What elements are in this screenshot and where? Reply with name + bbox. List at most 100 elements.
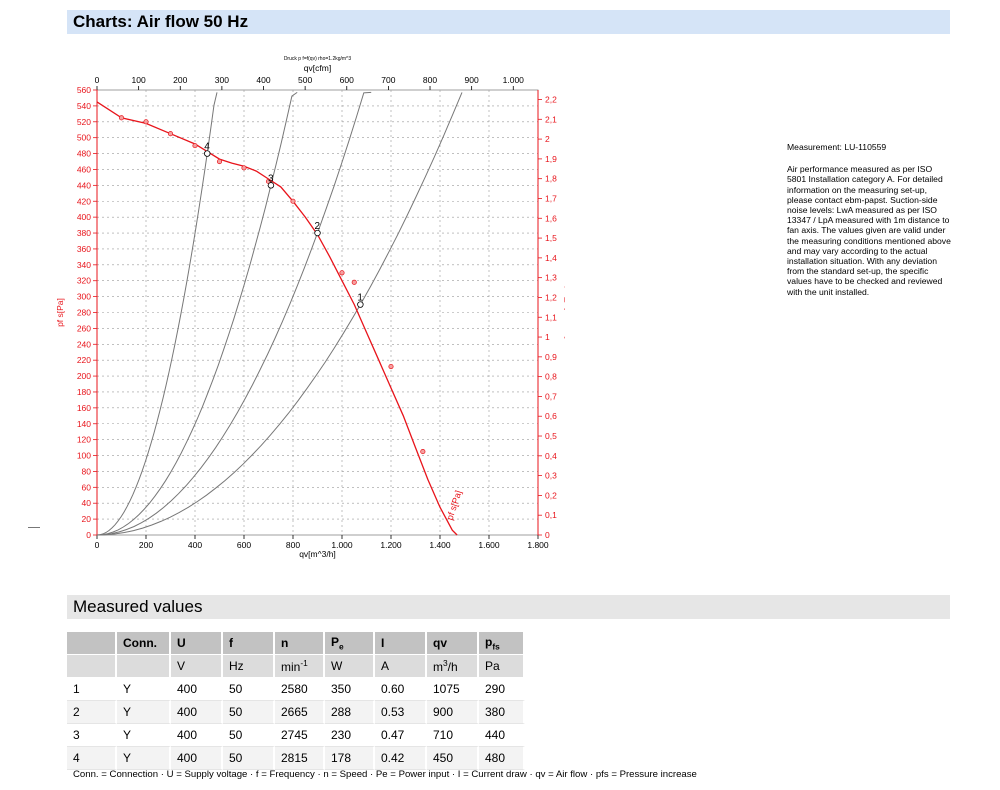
- y-tick-label: 420: [77, 196, 91, 206]
- cell: Y: [117, 724, 171, 747]
- page-title: Charts: Air flow 50 Hz: [67, 10, 950, 34]
- table-unit-row: V Hz min-1 W A m3/h Pa: [67, 655, 525, 678]
- unit-cell: V: [171, 655, 223, 678]
- cell: 2745: [275, 724, 325, 747]
- unit-cell: Hz: [223, 655, 275, 678]
- cell: 480: [479, 747, 525, 770]
- y-tick-label: 80: [82, 466, 92, 476]
- cell: 50: [223, 747, 275, 770]
- y2-tick-label: 1,7: [545, 193, 557, 203]
- header-cell: U: [171, 632, 223, 655]
- table-row: 3 Y 400 50 2745 230 0.47 710 440: [67, 724, 525, 747]
- operating-point: [267, 182, 275, 189]
- operating-point: [204, 150, 211, 157]
- x2-tick-label: 1.000: [503, 75, 525, 85]
- header-cell: Conn.: [117, 632, 171, 655]
- y2-tick-label: 0,2: [545, 490, 557, 500]
- y-tick-label: 140: [77, 419, 91, 429]
- table-legend: Conn. = Connection · U = Supply voltage …: [73, 769, 697, 780]
- x-tick-label: 0: [95, 540, 100, 550]
- y-tick-label: 380: [77, 228, 91, 238]
- measurement-id: Measurement: LU-110559: [787, 142, 887, 152]
- y-tick-label: 400: [77, 212, 91, 222]
- y2-tick-label: 1,8: [545, 174, 557, 184]
- y-tick-label: 20: [82, 514, 92, 524]
- measured-values-title: Measured values: [67, 595, 950, 619]
- cell: 1: [67, 678, 117, 701]
- cell: 400: [171, 747, 223, 770]
- cell: 1075: [427, 678, 479, 701]
- y-axis-label: pf s[Pa]: [55, 298, 65, 327]
- y2-tick-label: 0,4: [545, 451, 557, 461]
- unit-cell: m3/h: [427, 655, 479, 678]
- x-tick-label: 1.800: [527, 540, 549, 550]
- operating-point: [357, 301, 364, 308]
- x2-tick-label: 900: [465, 75, 479, 85]
- sample-point: [143, 119, 149, 125]
- sample-point: [351, 279, 357, 285]
- header-cell: n: [275, 632, 325, 655]
- sample-point: [216, 158, 223, 165]
- cell: 2: [67, 701, 117, 724]
- y2-tick-label: 2: [545, 134, 550, 144]
- cell: 0.47: [375, 724, 427, 747]
- unit-cell: Pa: [479, 655, 525, 678]
- operating-point: [314, 229, 321, 237]
- cell: 900: [427, 701, 479, 724]
- y-tick-label: 120: [77, 435, 91, 445]
- y-tick-label: 240: [77, 339, 91, 349]
- operating-point-label: 2: [315, 221, 321, 232]
- y-tick-label: 220: [77, 355, 91, 365]
- y-tick-label: 480: [77, 149, 91, 159]
- x2-tick-label: 600: [340, 75, 354, 85]
- y2-tick-label: 1,4: [545, 253, 557, 263]
- y-tick-label: 60: [82, 482, 92, 492]
- x-axis-label: qv[m^3/h]: [299, 549, 336, 559]
- x-tick-label: 200: [139, 540, 153, 550]
- y2-tick-label: 0,1: [545, 510, 557, 520]
- y-tick-label: 560: [77, 85, 91, 95]
- y-tick-label: 440: [77, 180, 91, 190]
- unit-cell: [117, 655, 171, 678]
- y2-tick-label: 0,6: [545, 411, 557, 421]
- y2-axis-label: pfs_E[in H2O]: [564, 286, 565, 339]
- header-cell: Pe: [325, 632, 375, 655]
- y2-tick-label: 0: [545, 530, 550, 540]
- cell: 0.53: [375, 701, 427, 724]
- y2-tick-label: 1: [545, 332, 550, 342]
- y-tick-label: 180: [77, 387, 91, 397]
- y2-tick-label: 1,3: [545, 273, 557, 283]
- y-tick-label: 40: [82, 498, 92, 508]
- header-cell: f: [223, 632, 275, 655]
- system-curve: [96, 91, 298, 536]
- cell: 350: [325, 678, 375, 701]
- y-tick-label: 460: [77, 164, 91, 174]
- header-cell: pfs: [479, 632, 525, 655]
- sample-point: [118, 115, 125, 121]
- unit-cell: A: [375, 655, 427, 678]
- x-tick-label: 800: [286, 540, 300, 550]
- cell: 0.42: [375, 747, 427, 770]
- cell: 178: [325, 747, 375, 770]
- y-tick-label: 540: [77, 101, 91, 111]
- x2-tick-label: 400: [256, 75, 270, 85]
- x2-tick-label: 0: [95, 75, 100, 85]
- y-tick-label: 300: [77, 292, 91, 302]
- cell: 2815: [275, 747, 325, 770]
- header-cell: [67, 632, 117, 655]
- y-tick-label: 200: [77, 371, 91, 381]
- system-curve: [96, 91, 372, 536]
- operating-point-label: 3: [268, 173, 274, 184]
- chart-title: Druck p f=f(qv) rho=1.2kg/m^3: [284, 56, 352, 62]
- y2-tick-label: 0,8: [545, 372, 557, 382]
- cell: 400: [171, 724, 223, 747]
- y2-tick-label: 0,7: [545, 391, 557, 401]
- fan-curve-label: pf s[Pa]: [445, 489, 464, 521]
- operating-point-label: 1: [357, 293, 363, 304]
- cell: 290: [479, 678, 525, 701]
- table-row: 2 Y 400 50 2665 288 0.53 900 380: [67, 701, 525, 724]
- y-tick-label: 160: [77, 403, 91, 413]
- unit-cell: W: [325, 655, 375, 678]
- cell: 3: [67, 724, 117, 747]
- cell: 380: [479, 701, 525, 724]
